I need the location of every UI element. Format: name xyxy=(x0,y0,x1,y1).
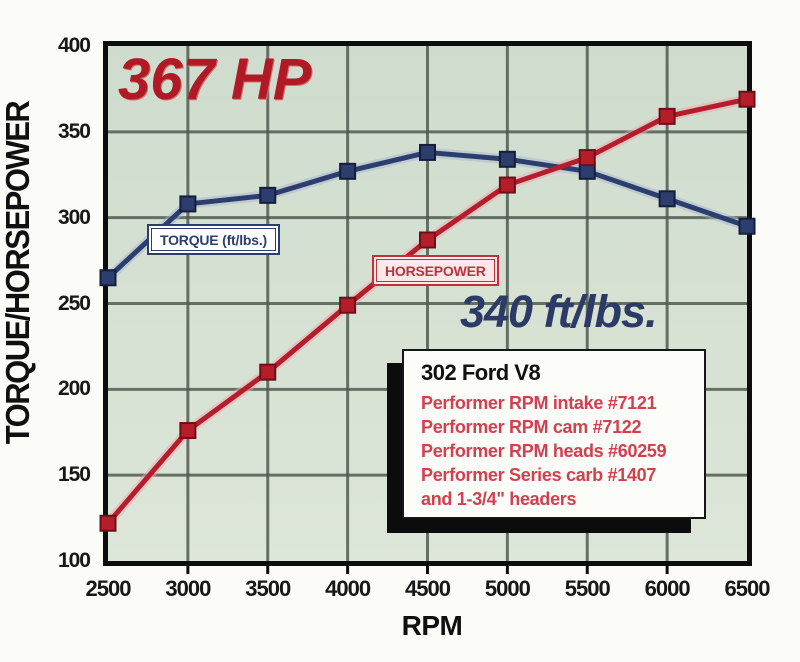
data-point-marker xyxy=(339,162,357,180)
data-point-marker xyxy=(179,422,197,440)
engine-part-item: Performer RPM heads #60259 xyxy=(421,441,667,461)
torque-peak-annotation: 340 ft/lbs. xyxy=(460,286,658,337)
data-point-marker xyxy=(419,231,436,249)
horsepower-series-label-box: HORSEPOWER xyxy=(372,255,499,286)
data-point-marker xyxy=(738,217,756,235)
data-point-marker xyxy=(419,143,436,161)
engine-spec-box: 302 Ford V8 Performer RPM intake #7121 P… xyxy=(402,349,706,519)
engine-part-item: Performer RPM cam #7122 xyxy=(421,417,642,437)
horsepower-peak-annotation: 367 HP xyxy=(118,47,312,112)
engine-part-item: Performer RPM intake #7121 xyxy=(421,393,657,413)
data-point-marker xyxy=(498,150,516,168)
data-point-marker xyxy=(179,195,197,213)
data-point-marker xyxy=(658,107,676,125)
engine-name: 302 Ford V8 xyxy=(421,360,541,385)
plot-border xyxy=(103,41,752,566)
data-point-marker xyxy=(259,363,277,381)
y-axis-title: TORQUE/HORSEPOWER xyxy=(0,101,37,445)
torque-series-label-box: TORQUE (ft/lbs.) xyxy=(147,224,280,255)
data-point-marker xyxy=(339,296,357,314)
data-point-marker xyxy=(259,186,277,204)
horsepower-series-label: HORSEPOWER xyxy=(376,259,495,282)
engine-parts-list: Performer RPM intake #7121 Performer RPM… xyxy=(421,391,696,511)
data-point-marker xyxy=(99,269,117,287)
engine-part-item: Performer Series carb #1407 xyxy=(421,465,657,485)
data-point-marker xyxy=(578,149,596,167)
data-point-marker xyxy=(498,176,516,194)
data-point-marker xyxy=(738,90,756,108)
x-axis-title: RPM xyxy=(401,610,463,641)
data-point-marker xyxy=(99,514,117,532)
engine-part-item: and 1-3/4" headers xyxy=(421,489,577,509)
data-point-marker xyxy=(658,190,676,208)
torque-series-label: TORQUE (ft/lbs.) xyxy=(151,228,276,251)
